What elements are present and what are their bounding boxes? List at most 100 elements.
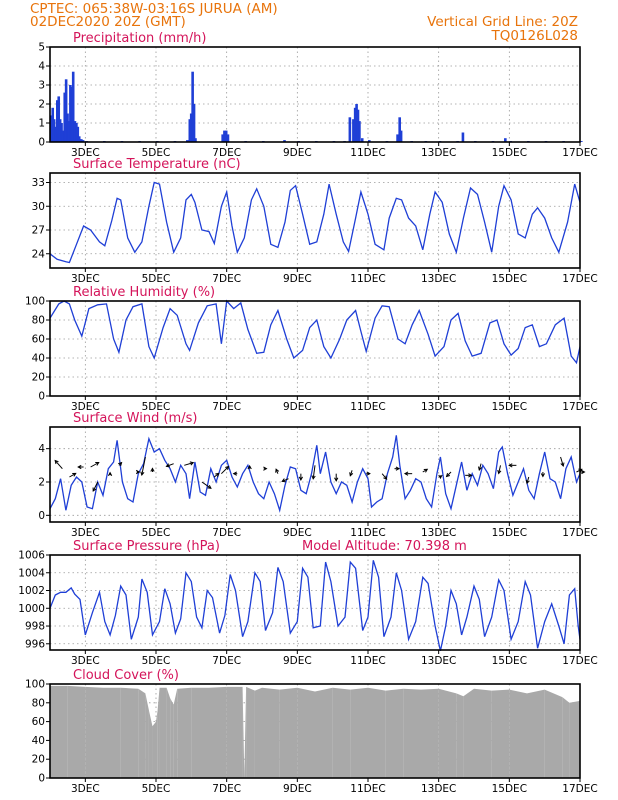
panel-cloud-area-segment-0	[50, 685, 68, 778]
panel-wind-wind-arrowhead-25	[383, 475, 388, 480]
panel-precip-bar-29	[188, 119, 192, 142]
panel-wind-wind-arrowhead-2	[77, 464, 82, 470]
panel-wind-wind-vector-10	[166, 463, 174, 467]
panel-precip-bar-54	[396, 134, 399, 142]
panel-wind-wind-arrowhead-31	[468, 473, 473, 478]
panel-temp-ytick-label-2: 30	[32, 201, 45, 213]
panel-wind-wind-arrowhead-37	[560, 462, 565, 467]
panel-wind-wind-arrowhead-22	[334, 477, 339, 482]
panel-wind-wind-arrowhead-32	[478, 466, 483, 471]
panel-cloud-area-segment-7	[148, 710, 153, 778]
panel-precip-bar-16	[73, 121, 77, 142]
panel-cloud-area-segment-5	[138, 688, 146, 778]
panel-cloud-area-segment-12	[166, 687, 171, 778]
panel-precip-bar-32	[192, 104, 196, 142]
panel-precip-ytick-label-4: 4	[38, 61, 45, 73]
panel-precip-xtick-label-5: 13DEC	[421, 147, 456, 159]
panel-rh-frame	[49, 300, 581, 397]
panel-cloud-area-segment-1	[67, 685, 86, 778]
panel-cloud-area-segment-9	[156, 708, 158, 778]
header-location: CPTEC: 065:38W-03:16S JURUA (AM)	[30, 1, 278, 17]
panel-rh-xtick-label-2: 7DEC	[212, 401, 241, 413]
panel-wind-wind-vector-0	[54, 460, 63, 469]
panel-rh-ytick-label-5: 100	[25, 296, 45, 308]
panel-cloud-xtick-label-1: 5DEC	[142, 783, 171, 795]
panel-precip-bar-6	[58, 119, 62, 142]
panel-temp-xtick-label-6: 15DEC	[492, 273, 527, 285]
panel-temp-title: Surface Temperature (nC)	[73, 157, 241, 172]
panel-cloud-area-segment-16	[191, 687, 209, 778]
panel-wind-ytick-label-1: 2	[38, 477, 45, 489]
panel-precip-bar-14	[70, 86, 74, 142]
panel-wind-title: Surface Wind (m/s)	[73, 411, 197, 426]
panel-precip-bar-0	[50, 115, 53, 142]
panel-rh-xtick-label-3: 9DEC	[283, 401, 312, 413]
panel-wind-wind-vector-19	[282, 478, 289, 482]
panel-wind-wind-vector-11	[184, 462, 194, 466]
panel-wind-wind-vector-3	[90, 462, 99, 468]
panel-wind-wind-arrowhead-18	[275, 468, 280, 473]
panel-rh-xtick-label-5: 13DEC	[421, 401, 456, 413]
panel-cloud-area-segment-33	[438, 688, 457, 778]
panel-precip-bar-15	[71, 71, 75, 142]
panel-cloud-area-segment-41	[562, 697, 570, 778]
panel-cloud-area-segment-32	[421, 688, 439, 778]
panel-wind-wind-vector-4	[92, 481, 99, 492]
panel-press-ytick-label-2: 1000	[18, 603, 45, 615]
panel-precip-bar-37	[226, 134, 230, 142]
panel-rh-xtick-label-6: 15DEC	[492, 401, 527, 413]
panel-cloud-area-segment-30	[385, 688, 404, 778]
panel-wind-wind-vector-37	[560, 456, 564, 467]
panel-precip-bar-18	[76, 126, 80, 142]
panel-wind-wind-arrowhead-9	[150, 467, 155, 472]
panel-precip-bar-31	[191, 71, 194, 142]
panel-precip-bar-21	[81, 140, 85, 142]
panel-wind-wind-arrowhead-34	[508, 463, 513, 468]
panel-cloud-xtick-label-0: 3DEC	[71, 783, 100, 795]
panel-cloud-area-segment-13	[170, 698, 174, 778]
panel-wind-xtick-label-3: 9DEC	[283, 527, 312, 539]
panel-cloud-area-segment-34	[456, 693, 464, 778]
panel-rh-series-line	[49, 299, 581, 365]
panel-rh-ytick-label-2: 40	[32, 353, 45, 365]
panel-cloud-area-segment-22	[254, 687, 262, 778]
panel-cloud-ytick-label-2: 40	[32, 735, 45, 747]
panel-press-annotation: Model Altitude: 70.398 m	[302, 539, 467, 554]
panel-press-ytick-label-5: 1006	[18, 550, 45, 562]
panel-wind-series-line	[49, 435, 581, 513]
panel-rh-ytick-label-4: 80	[32, 315, 45, 327]
panel-wind-wind-arrowhead-14	[225, 465, 230, 470]
panel-cloud-area-segment-17	[209, 686, 227, 778]
panel-precip-bar-17	[75, 123, 78, 142]
panel-precip-bar-11	[66, 113, 69, 142]
panel-temp-xtick-label-1: 5DEC	[142, 273, 171, 285]
panel-wind-wind-arrowhead-30	[445, 473, 451, 478]
panel-cloud-area-segment-14	[173, 688, 178, 778]
panel-press-xtick-label-6: 15DEC	[492, 655, 527, 667]
panel-wind-wind-arrowhead-24	[366, 471, 371, 476]
header-datetime: 02DEC2020 20Z (GMT)	[30, 14, 186, 30]
panel-rh-ytick-label-0: 0	[38, 391, 45, 403]
panel-cloud-area-segment-28	[350, 687, 368, 778]
panel-press-ytick-label-0: 996	[25, 638, 45, 650]
panel-precip-xtick-label-0: 3DEC	[71, 147, 100, 159]
panel-wind-wind-arrowhead-29	[438, 474, 443, 480]
panel-cloud-area-segment-40	[544, 689, 563, 778]
panel-rh-ytick-label-3: 60	[32, 334, 45, 346]
panel-temp-xtick-label-3: 9DEC	[283, 273, 312, 285]
panel-cloud-area-segment-11	[159, 687, 167, 778]
panel-wind-wind-arrowhead-28	[423, 468, 429, 473]
panel-cloud-ytick-label-1: 20	[32, 754, 45, 766]
panel-wind-ytick-label-2: 4	[38, 443, 45, 455]
panel-cloud-ytick-label-4: 80	[32, 697, 45, 709]
panel-wind-wind-arrowhead-19	[281, 478, 286, 483]
panel-temp-xtick-label-4: 11DEC	[350, 273, 385, 285]
panel-temp-ytick-label-3: 33	[32, 177, 45, 189]
panel-precip-xtick-label-1: 5DEC	[142, 147, 171, 159]
panel-precip-title: Precipitation (mm/h)	[73, 31, 206, 46]
panel-precip-bar-7	[60, 123, 63, 142]
panel-cloud-area-segment-35	[463, 688, 474, 778]
panel-rh-title: Relative Humidity (%)	[73, 285, 215, 300]
panel-cloud-frame	[49, 683, 581, 779]
panel-wind-wind-arrowhead-39	[581, 469, 586, 475]
